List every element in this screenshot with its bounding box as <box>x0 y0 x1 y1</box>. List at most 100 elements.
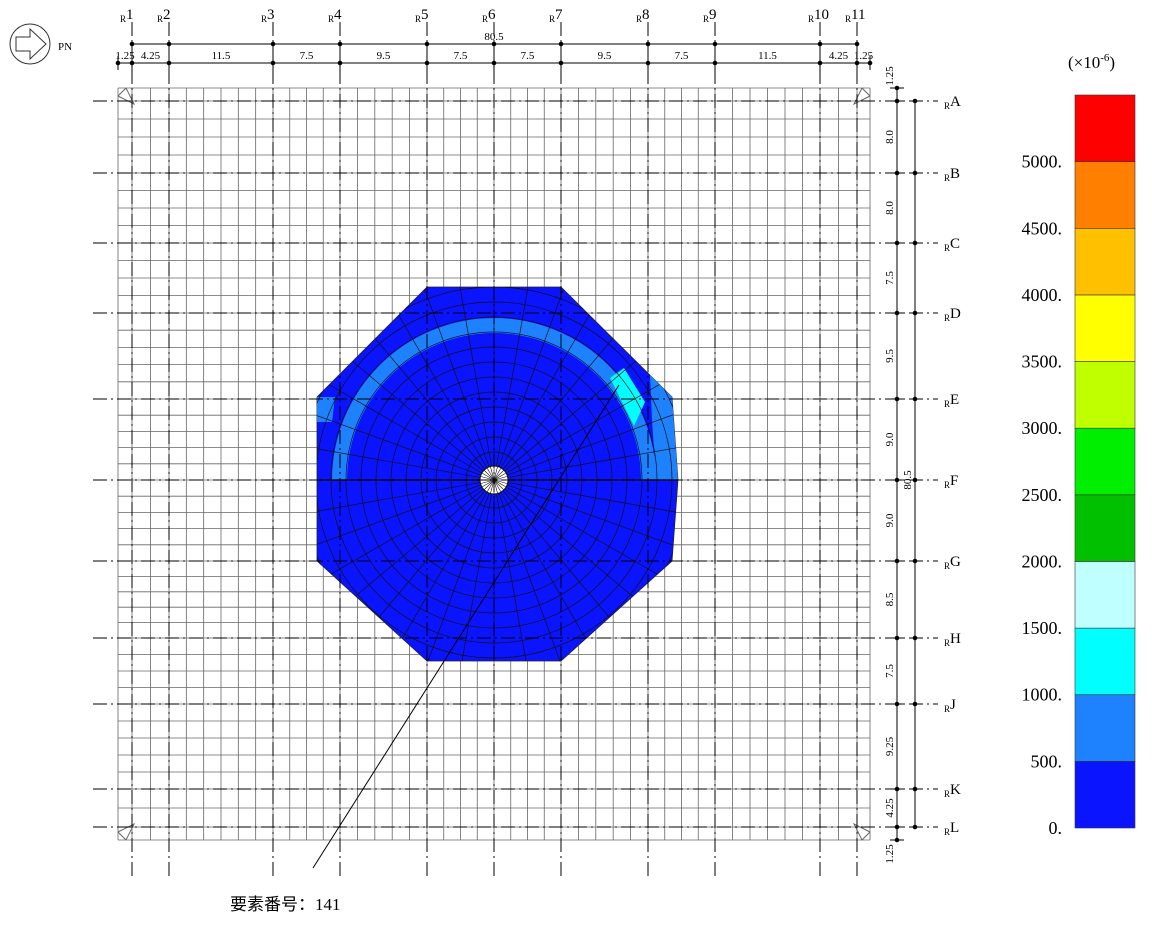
legend-unit-close: ) <box>1109 53 1115 72</box>
compass-icon <box>10 24 50 64</box>
dim-span: 9.5 <box>598 50 612 62</box>
row-name: E <box>950 392 959 408</box>
column-name: 11 <box>851 7 865 23</box>
column-label: R8 <box>636 7 650 24</box>
column-label: R10 <box>808 7 829 24</box>
dim-dot <box>913 241 917 245</box>
row-label: RL <box>944 820 959 837</box>
dim-dot <box>913 702 917 706</box>
dim-span: 1.25 <box>884 844 896 864</box>
row-name: H <box>950 631 961 647</box>
compass-label: PN <box>58 41 72 53</box>
dim-span: 8.0 <box>884 201 896 215</box>
column-name: 9 <box>709 7 717 23</box>
legend-swatch <box>1075 695 1135 762</box>
legend-label: 0. <box>1049 818 1063 838</box>
column-name: 5 <box>421 7 429 23</box>
dim-span: 8.0 <box>884 130 896 144</box>
dim-span: 9.25 <box>884 736 896 756</box>
row-name: L <box>950 820 959 836</box>
dim-dot <box>646 42 650 46</box>
legend-swatch <box>1075 428 1135 495</box>
row-name: F <box>950 473 958 489</box>
row-label: RH <box>944 631 961 648</box>
dim-dot <box>167 42 171 46</box>
row-label: RD <box>944 306 961 323</box>
corner-mark <box>854 824 870 840</box>
dim-dot <box>130 42 134 46</box>
dim-span: 1.25 <box>115 50 135 62</box>
column-name: 2 <box>163 7 171 23</box>
dim-dot <box>271 42 275 46</box>
dim-dot <box>913 636 917 640</box>
column-label: R7 <box>549 7 563 24</box>
diagram: PN 要素番号：141 (×10-6) 0.500.1000.1500.2000… <box>0 0 1152 934</box>
column-name: 1 <box>126 7 134 23</box>
annotation: 要素番号：141 <box>230 895 341 914</box>
dim-dot <box>913 559 917 563</box>
column-label: R5 <box>415 7 429 24</box>
legend-label: 2500. <box>1022 485 1063 505</box>
legend-swatch <box>1075 561 1135 628</box>
dim-dot <box>855 42 859 46</box>
dim-span: 8.5 <box>884 592 896 606</box>
dim-span: 1.25 <box>884 66 896 86</box>
row-label: RK <box>944 782 961 799</box>
dim-dot <box>338 42 342 46</box>
legend-unit: (×10-6) <box>1068 52 1115 72</box>
dim-dot <box>713 42 717 46</box>
column-label: R3 <box>261 7 275 24</box>
row-name: A <box>950 94 961 110</box>
row-label: RJ <box>944 697 956 714</box>
dim-dot <box>913 99 917 103</box>
column-name: 10 <box>814 7 829 23</box>
legend-swatch <box>1075 228 1135 295</box>
row-label: RA <box>944 94 961 111</box>
dim-span: 7.5 <box>884 271 896 285</box>
dim-total: 80.5 <box>484 31 504 43</box>
dim-span: 11.5 <box>758 50 777 62</box>
dim-dot <box>913 787 917 791</box>
column-name: 4 <box>334 7 342 23</box>
legend-swatch <box>1075 761 1135 828</box>
dim-span: 11.5 <box>212 50 231 62</box>
dim-span: 4.25 <box>829 50 849 62</box>
row-name: B <box>950 166 960 182</box>
row-label: RF <box>944 473 958 490</box>
dim-dot <box>425 42 429 46</box>
corner-mark <box>854 88 870 104</box>
dim-total: 80.5 <box>902 470 914 490</box>
legend-label: 500. <box>1031 751 1063 771</box>
legend-swatch <box>1075 362 1135 429</box>
row-name: C <box>950 236 960 252</box>
legend-label: 4000. <box>1022 285 1063 305</box>
legend-label: 3000. <box>1022 418 1063 438</box>
row-name: J <box>950 697 956 713</box>
legend-swatch <box>1075 495 1135 562</box>
column-label: R4 <box>328 7 342 24</box>
row-name: K <box>950 782 961 798</box>
dim-dot <box>559 42 563 46</box>
column-label: R6 <box>482 7 496 24</box>
dim-dot <box>913 825 917 829</box>
column-name: 6 <box>488 7 496 23</box>
row-name: G <box>950 554 961 570</box>
legend-unit-text: (×10 <box>1068 53 1100 72</box>
column-label: R1 <box>120 7 134 24</box>
legend-label: 5000. <box>1022 152 1063 172</box>
dim-span: 9.0 <box>884 513 896 527</box>
legend-label: 2000. <box>1022 551 1063 571</box>
column-name: 7 <box>555 7 563 23</box>
column-name: 3 <box>267 7 275 23</box>
row-name: D <box>950 306 961 322</box>
column-label: R2 <box>157 7 171 24</box>
dim-span: 4.25 <box>884 798 896 818</box>
row-label: RC <box>944 236 960 253</box>
column-label: R9 <box>703 7 717 24</box>
row-label: RE <box>944 392 959 409</box>
dim-span: 7.5 <box>300 50 314 62</box>
dim-span: 4.25 <box>141 50 161 62</box>
legend-swatch <box>1075 162 1135 229</box>
column-name: 8 <box>642 7 650 23</box>
legend-label: 4500. <box>1022 218 1063 238</box>
